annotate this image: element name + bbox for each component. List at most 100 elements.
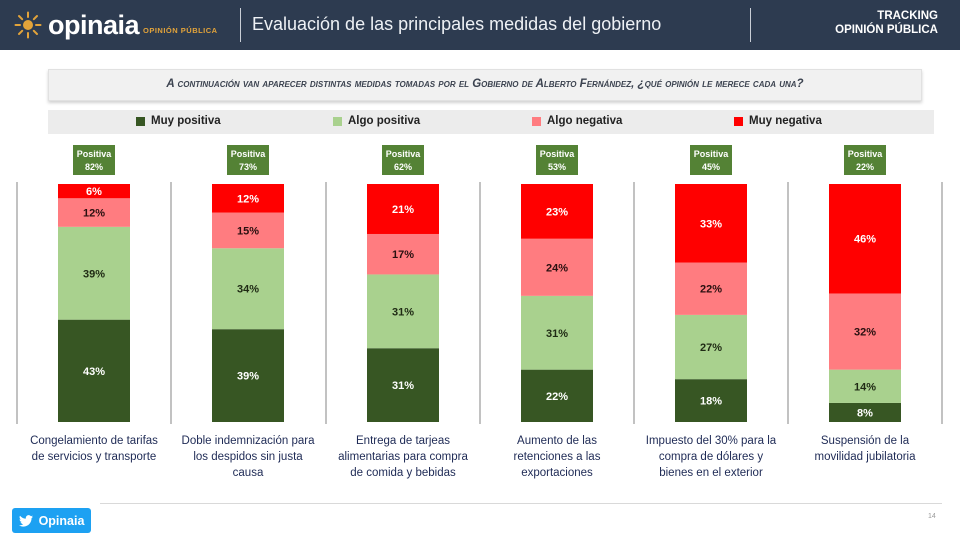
positive-badge-label: Positiva	[386, 149, 422, 159]
data-label: 15%	[237, 225, 259, 237]
data-label: 31%	[392, 306, 414, 318]
category-label: Aumento de las	[517, 435, 597, 447]
tracking-line: OPINIÓN PÚBLICA	[835, 24, 938, 36]
legend-swatch	[333, 116, 342, 126]
positive-badge-value: 22%	[856, 162, 874, 172]
category-label: retenciones a las	[514, 451, 601, 463]
data-label: 22%	[700, 284, 722, 296]
data-label: 12%	[83, 208, 105, 220]
category-label: movilidad jubilatoria	[815, 451, 917, 463]
bar-segment	[367, 233, 439, 275]
data-label: 39%	[237, 371, 259, 383]
bar-segment	[367, 274, 439, 349]
positive-badge-label: Positiva	[77, 149, 113, 159]
positive-badge-label: Positiva	[540, 149, 576, 159]
bar-segment	[521, 295, 593, 370]
legend-label: Muy negativa	[749, 115, 822, 127]
positive-badge	[690, 145, 732, 175]
positive-badge	[536, 145, 578, 175]
data-label: 12%	[237, 193, 259, 205]
positive-badge	[227, 145, 269, 175]
bar-segment	[212, 184, 284, 213]
header-bar: opinaia OPINIÓN PÚBLICA Evaluación de la…	[0, 0, 960, 50]
data-label: 6%	[86, 186, 102, 198]
bar-segment	[829, 184, 901, 294]
data-label: 18%	[700, 396, 722, 408]
data-label: 34%	[237, 284, 259, 296]
data-label: 23%	[546, 206, 568, 218]
category-label: exportaciones	[521, 467, 593, 479]
bar-segment	[829, 293, 901, 370]
legend-item: Algo positiva	[333, 115, 420, 127]
data-label: 21%	[392, 204, 414, 216]
data-label: 8%	[857, 407, 873, 419]
legend-label: Algo positiva	[348, 115, 421, 127]
bar-segment	[675, 262, 747, 315]
positive-badge-value: 73%	[239, 162, 257, 172]
data-label: 22%	[546, 391, 568, 403]
legend-label: Algo negativa	[547, 115, 623, 127]
data-label: 32%	[854, 327, 876, 339]
opinaia-logo: opinaia OPINIÓN PÚBLICA	[14, 6, 218, 44]
category-label: de comida y bebidas	[350, 467, 456, 479]
bar-segment	[58, 184, 130, 199]
category-label: compra de dólares y	[659, 451, 763, 463]
logo-wordmark: opinaia	[48, 9, 140, 40]
page-number: 14	[928, 513, 936, 520]
data-label: 39%	[83, 268, 105, 280]
data-label: 17%	[392, 249, 414, 261]
bar-segment	[675, 184, 747, 263]
category-label: los despidos sin justa	[193, 451, 303, 463]
positive-badge	[382, 145, 424, 175]
sunburst-icon	[14, 11, 42, 39]
bar-segment	[212, 248, 284, 330]
bar-segment	[521, 369, 593, 422]
question-box: A continuación van aparecer distintas me…	[48, 69, 922, 101]
legend-swatch	[532, 116, 541, 126]
positive-badge-value: 45%	[702, 162, 720, 172]
stacked-bar-chart: Positiva 82% 43% 39% 12% 6% Congelamiento de t…	[16, 145, 943, 479]
bar-segment	[212, 329, 284, 422]
legend-item: Muy negativa	[734, 115, 822, 127]
tracking-label: TRACKING OPINIÓN PÚBLICA	[835, 9, 938, 37]
bar-segment	[212, 212, 284, 249]
bar-segment	[521, 184, 593, 239]
header-divider	[240, 8, 241, 42]
bar-segment	[521, 238, 593, 296]
data-label: 31%	[392, 380, 414, 392]
data-label: 46%	[854, 234, 876, 246]
data-label: 14%	[854, 381, 876, 393]
positive-badge	[844, 145, 886, 175]
bar-segment	[829, 402, 901, 422]
bar-segment	[675, 314, 747, 380]
positive-badge-value: 62%	[394, 162, 412, 172]
bar-segment	[58, 198, 130, 227]
legend-item: Algo negativa	[532, 115, 622, 127]
category-label: Entrega de tarjeas	[356, 435, 450, 447]
positive-badge-label: Positiva	[231, 149, 267, 159]
positive-badge-value: 53%	[548, 162, 566, 172]
positive-badge	[73, 145, 115, 175]
bar-segment	[367, 184, 439, 234]
chart-legend: Muy positiva Algo positiva Algo negativa…	[48, 110, 934, 134]
category-label: de servicios y transporte	[32, 451, 157, 463]
twitter-bird-icon	[18, 514, 33, 527]
bar-segment	[829, 369, 901, 403]
tracking-line: TRACKING	[877, 10, 938, 22]
twitter-button[interactable]: Opinaia	[12, 508, 91, 533]
footer-divider	[100, 503, 942, 504]
legend-item: Muy positiva	[136, 115, 221, 127]
positive-badge-label: Positiva	[694, 149, 730, 159]
logo-subtitle: OPINIÓN PÚBLICA	[143, 25, 218, 35]
data-label: 33%	[700, 218, 722, 230]
category-label: Impuesto del 30% para la	[646, 435, 777, 447]
positive-badge-value: 82%	[85, 162, 103, 172]
data-label: 31%	[546, 328, 568, 340]
bar-segment	[367, 348, 439, 422]
category-label: Congelamiento de tarifas	[30, 435, 158, 447]
category-label: causa	[233, 467, 264, 479]
bar-segment	[58, 319, 130, 422]
bar-segment	[58, 226, 130, 320]
bar-segment	[675, 379, 747, 422]
